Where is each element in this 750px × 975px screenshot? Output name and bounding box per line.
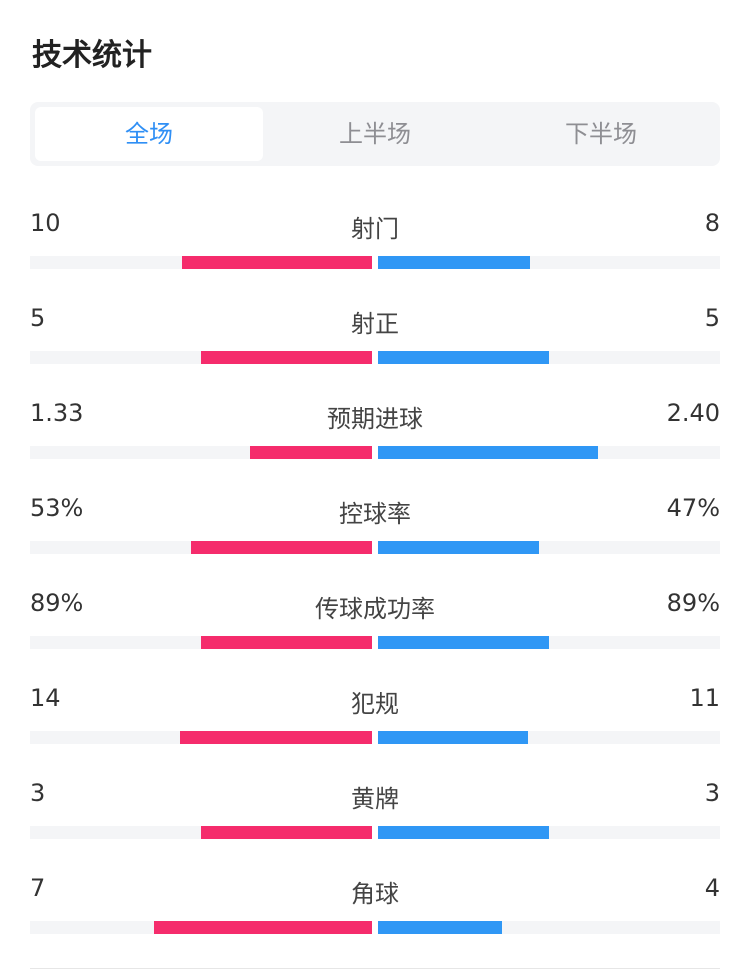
home-bar <box>201 826 372 839</box>
tab-full-match[interactable]: 全场 <box>35 107 263 161</box>
divider <box>30 968 720 969</box>
away-bar <box>378 636 549 649</box>
home-value: 10 <box>30 209 61 237</box>
away-value: 5 <box>704 304 720 332</box>
stat-row-expected-goals: 1.33 预期进球 2.40 <box>30 395 720 465</box>
away-bar <box>378 921 502 934</box>
away-value: 4 <box>704 874 720 902</box>
stat-label: 射正 <box>351 310 399 338</box>
stat-row-corners: 7 角球 4 <box>30 870 720 940</box>
away-value: 3 <box>704 779 720 807</box>
stat-label: 黄牌 <box>351 785 399 813</box>
period-tabs: 全场 上半场 下半场 <box>30 102 720 166</box>
stat-label: 射门 <box>351 215 399 243</box>
tab-second-half[interactable]: 下半场 <box>565 120 637 148</box>
stat-label: 传球成功率 <box>315 595 435 623</box>
home-bar <box>201 351 372 364</box>
page-title: 技术统计 <box>32 38 152 73</box>
home-value: 5 <box>30 304 46 332</box>
home-bar <box>191 541 372 554</box>
away-value: 89% <box>666 589 720 617</box>
stat-label: 角球 <box>351 880 399 908</box>
home-value: 53% <box>30 494 84 522</box>
home-bar <box>182 256 372 269</box>
stat-row-pass-accuracy: 89% 传球成功率 89% <box>30 585 720 655</box>
away-value: 8 <box>704 209 720 237</box>
stat-label: 预期进球 <box>327 405 423 433</box>
home-value: 3 <box>30 779 46 807</box>
away-value: 2.40 <box>666 399 720 427</box>
tab-first-half[interactable]: 上半场 <box>339 120 411 148</box>
stat-row-yellow-cards: 3 黄牌 3 <box>30 775 720 845</box>
stat-row-possession: 53% 控球率 47% <box>30 490 720 560</box>
away-bar <box>378 446 598 459</box>
away-bar <box>378 731 528 744</box>
stat-label: 控球率 <box>339 500 411 528</box>
stat-row-fouls: 14 犯规 11 <box>30 680 720 750</box>
home-value: 7 <box>30 874 46 902</box>
stat-label: 犯规 <box>351 690 399 718</box>
away-bar <box>378 351 549 364</box>
stat-row-shots: 10 射门 8 <box>30 205 720 275</box>
away-value: 11 <box>689 684 720 712</box>
away-value: 47% <box>666 494 720 522</box>
home-value: 14 <box>30 684 61 712</box>
home-bar <box>201 636 372 649</box>
home-value: 1.33 <box>30 399 84 427</box>
away-bar <box>378 826 549 839</box>
home-bar <box>250 446 372 459</box>
stat-row-shots-on-target: 5 射正 5 <box>30 300 720 370</box>
away-bar <box>378 256 530 269</box>
home-value: 89% <box>30 589 84 617</box>
home-bar <box>180 731 372 744</box>
away-bar <box>378 541 539 554</box>
home-bar <box>154 921 372 934</box>
